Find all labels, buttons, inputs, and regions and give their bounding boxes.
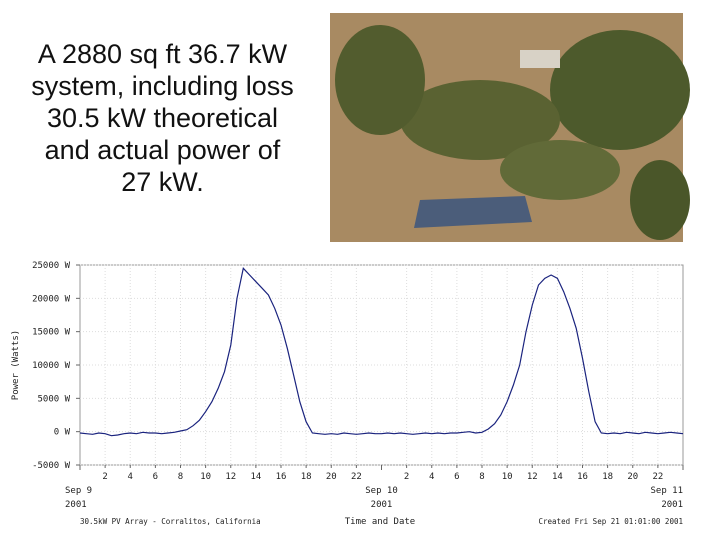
caption-line: 27 kW. [121,167,204,197]
x-tick-label: 22 [652,472,663,482]
x-tick-label: 6 [454,472,459,482]
y-tick-label: 5000 W [37,394,70,404]
x-tick-label: 8 [178,472,183,482]
date-tick-year: 2001 [661,500,683,510]
date-tick-year: 2001 [65,500,87,510]
x-tick-label: 8 [479,472,484,482]
x-tick-label: 14 [250,472,261,482]
caption: A 2880 sq ft 36.7 kW system, including lo… [10,38,315,198]
x-tick-label: 16 [276,472,287,482]
x-tick-label: 6 [153,472,158,482]
y-tick-label: 20000 W [32,294,71,304]
y-tick-label: -5000 W [32,461,71,471]
caption-line: A 2880 sq ft 36.7 kW [37,39,288,69]
date-tick-label: Sep 11 [650,486,683,496]
power-line [79,267,684,437]
x-tick-label: 18 [301,472,312,482]
y-tick-label: 25000 W [32,261,71,271]
x-tick-label: 18 [602,472,613,482]
y-tick-label: 10000 W [32,361,71,371]
x-tick-label: 4 [128,472,133,482]
x-tick-label: 12 [225,472,236,482]
photo [330,13,690,242]
x-tick-label: 10 [200,472,211,482]
caption-line: system, including loss [31,71,294,101]
x-tick-label: 10 [502,472,513,482]
date-tick-label: Sep 10 [365,486,398,496]
x-tick-label: 14 [552,472,563,482]
date-tick-year: 2001 [371,500,393,510]
x-tick-label: 4 [429,472,434,482]
x-axis-label: Time and Date [345,517,415,527]
caption-line: and actual power of [44,135,281,165]
footer-left: 30.5kW PV Array - Corralitos, California [80,517,261,526]
y-tick-label: 15000 W [32,328,71,338]
x-tick-label: 20 [627,472,638,482]
footer-right: Created Fri Sep 21 01:01:00 2001 [539,517,684,526]
x-tick-label: 12 [527,472,538,482]
x-tick-label: 22 [351,472,362,482]
x-tick-label: 20 [326,472,337,482]
x-tick-label: 2 [404,472,409,482]
x-tick-label: 2 [102,472,107,482]
y-axis-label: Power (Watts) [11,330,21,400]
x-tick-label: 16 [577,472,588,482]
caption-line: 30.5 kW theoretical [46,103,279,133]
y-tick-label: 0 W [54,428,71,438]
date-tick-label: Sep 9 [65,486,92,496]
